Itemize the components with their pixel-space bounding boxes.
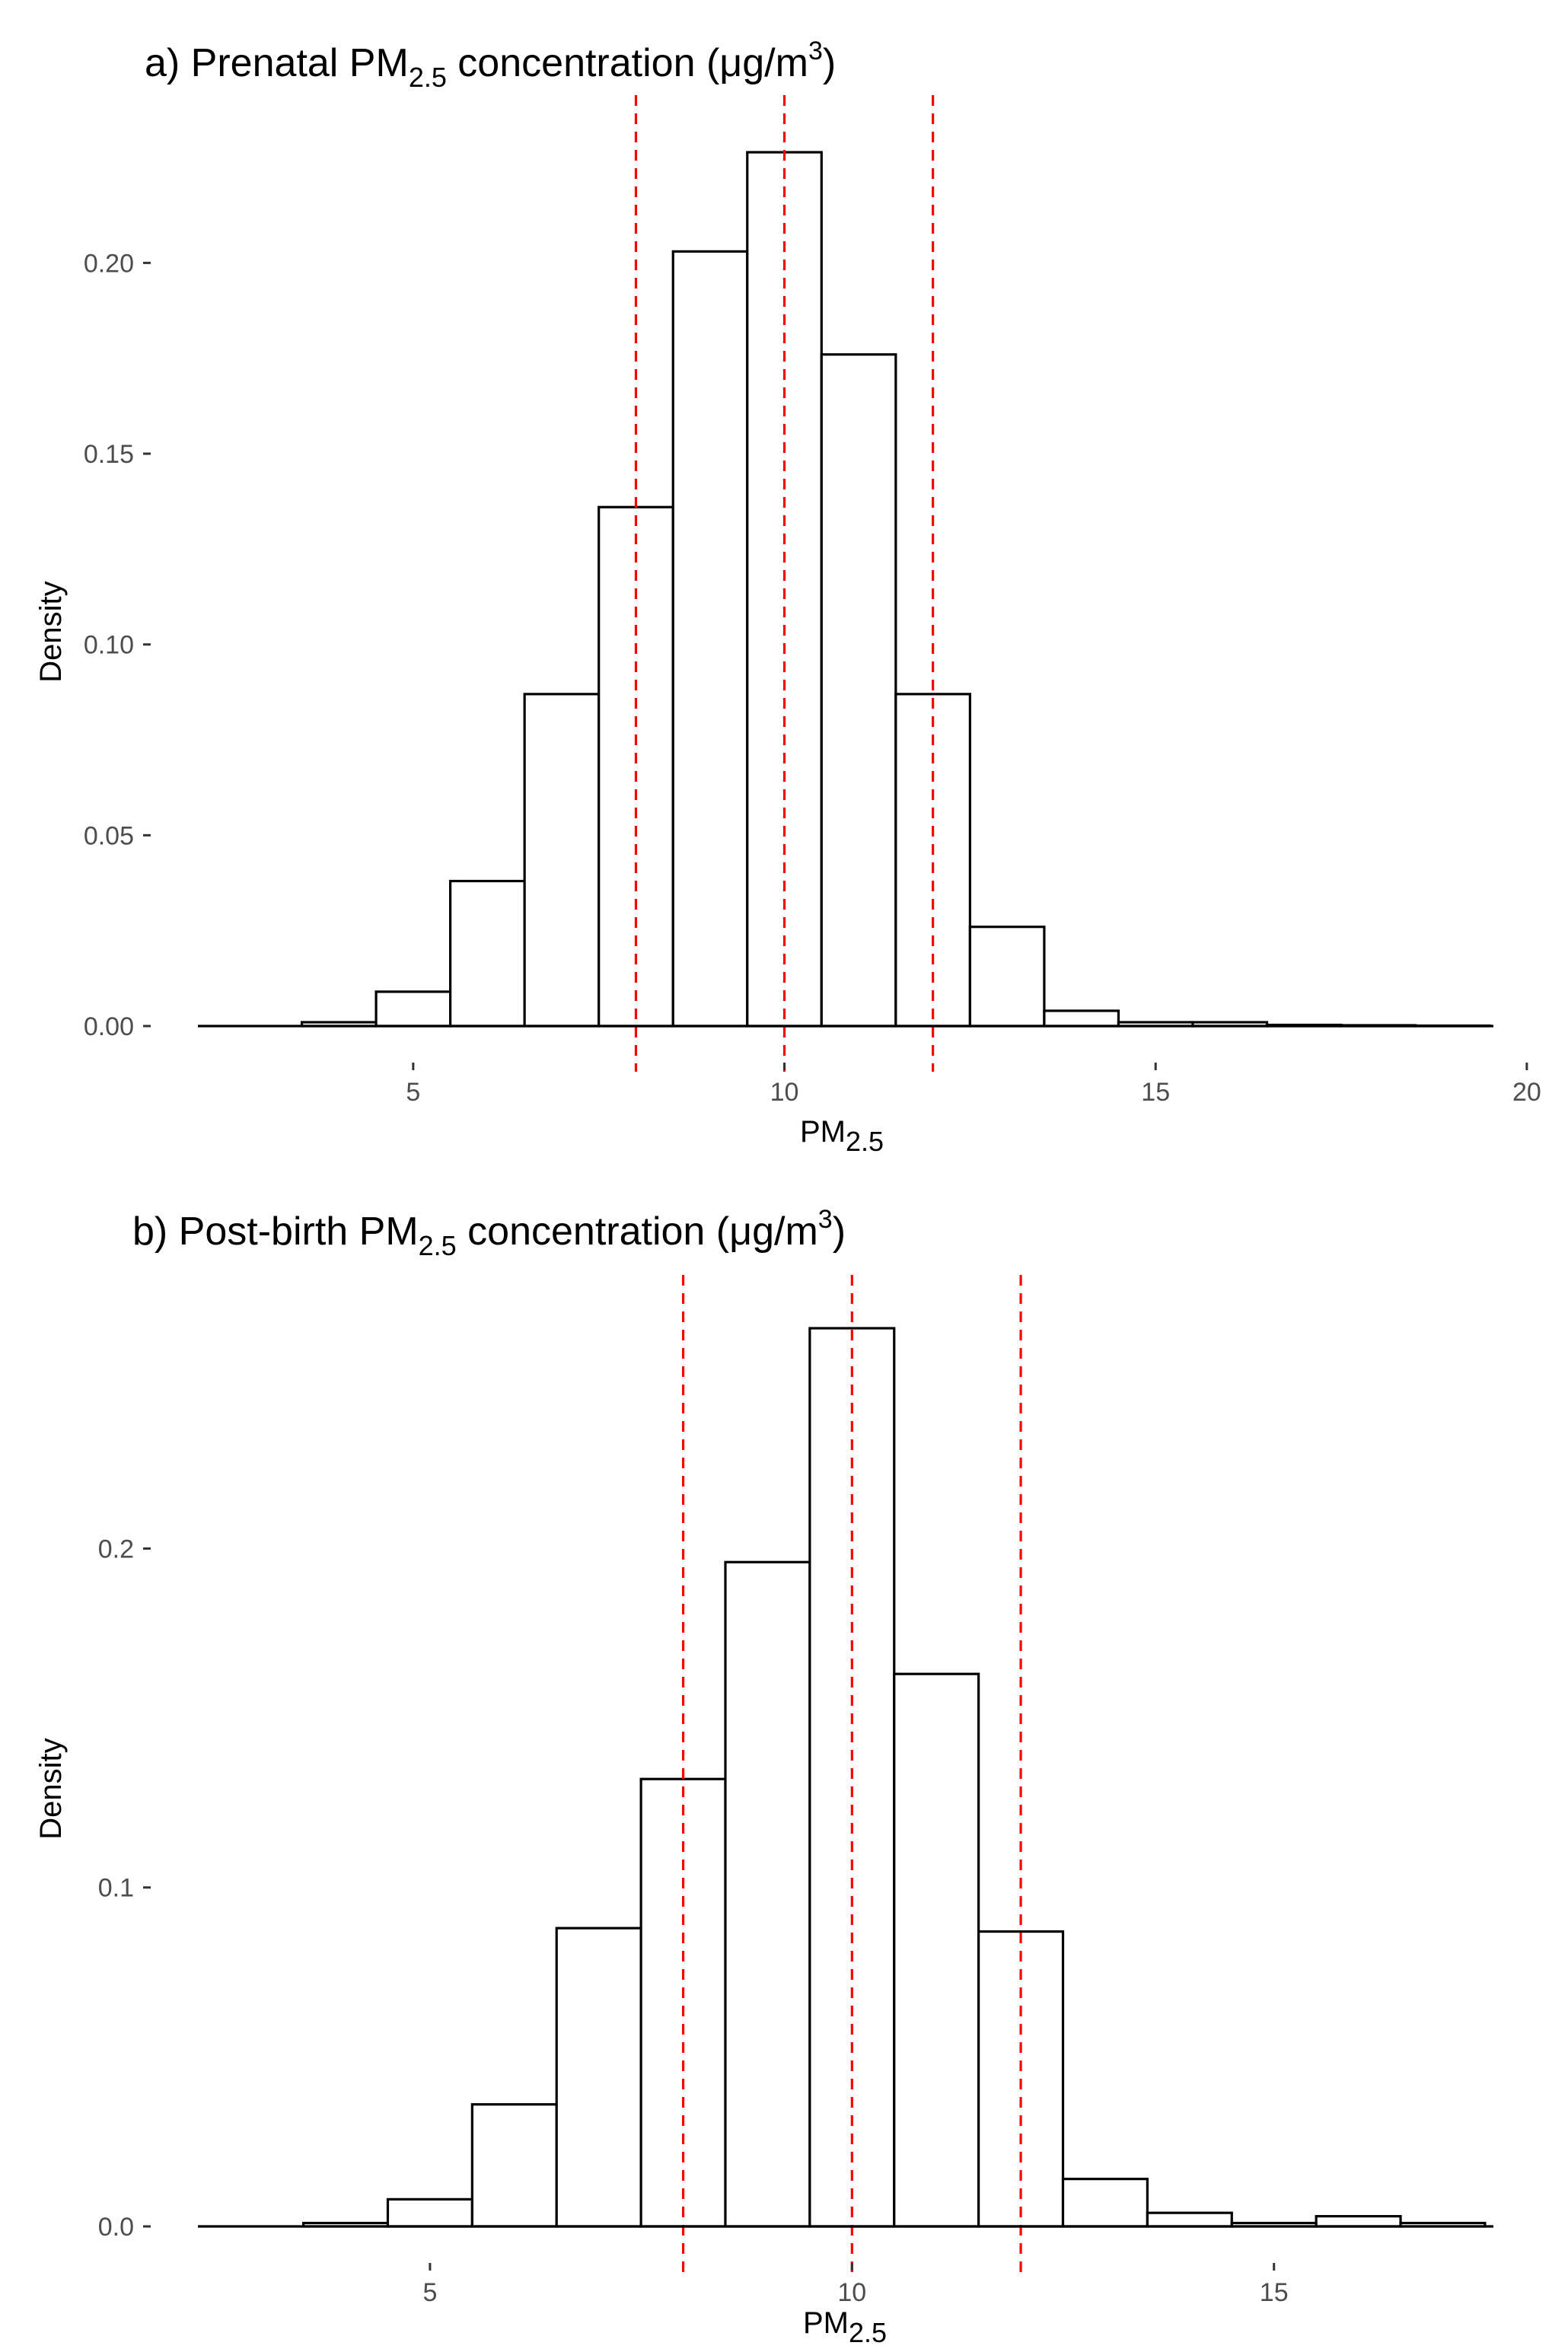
chart-a-bar bbox=[449, 879, 526, 1028]
chart-b-bar bbox=[724, 1560, 811, 2228]
chart-b-title: b) Post-birth PM2.5 concentration (μg/m3… bbox=[132, 1205, 846, 1261]
chart-a-svg: a) Prenatal PM2.5 concentration (μg/m3) … bbox=[34, 37, 1541, 1157]
chart-a-x-tick-label: 20 bbox=[1512, 1078, 1541, 1107]
chart-a-y-tick-label: 0.15 bbox=[84, 440, 134, 469]
chart-b-bar bbox=[893, 1672, 980, 2228]
chart-a-bar bbox=[1043, 1009, 1120, 1028]
chart-a-title: a) Prenatal PM2.5 concentration (μg/m3) bbox=[145, 37, 836, 93]
chart-a-x-tick-label: 10 bbox=[770, 1078, 799, 1107]
chart-b-bar bbox=[555, 1927, 642, 2228]
chart-a-y-tick-label: 0.00 bbox=[84, 1012, 134, 1041]
chart-b-bar bbox=[1146, 2211, 1233, 2228]
chart-b-y-tick-label: 0.0 bbox=[98, 2213, 134, 2242]
chart-a-bar bbox=[523, 693, 601, 1028]
chart-b-x-tick-label: 5 bbox=[422, 2278, 437, 2307]
chart-b-x-tick-label: 15 bbox=[1260, 2278, 1289, 2307]
chart-a-ylabel: Density bbox=[34, 581, 68, 682]
chart-a-bar bbox=[671, 250, 749, 1028]
chart-a-xlabel: PM2.5 bbox=[800, 1115, 884, 1157]
chart-panel-a: a) Prenatal PM2.5 concentration (μg/m3) … bbox=[34, 37, 1541, 1157]
chart-b-x-tick-label: 10 bbox=[837, 2278, 866, 2307]
chart-b-y-tick-label: 0.2 bbox=[98, 1535, 134, 1563]
chart-b-svg: b) Post-birth PM2.5 concentration (μg/m3… bbox=[34, 1205, 1493, 2348]
chart-b-bar bbox=[1061, 2178, 1149, 2228]
chart-a-y-tick-label: 0.20 bbox=[84, 249, 134, 278]
chart-a-x-tick-label: 5 bbox=[406, 1078, 420, 1107]
chart-b-bar bbox=[1315, 2215, 1402, 2228]
chart-a-bar bbox=[820, 353, 897, 1028]
chart-b-bar bbox=[386, 2197, 473, 2228]
chart-a-y-tick-label: 0.10 bbox=[84, 631, 134, 660]
chart-panel-b: b) Post-birth PM2.5 concentration (μg/m3… bbox=[0, 1176, 1568, 2352]
chart-a-bar bbox=[968, 926, 1046, 1028]
chart-a-bar bbox=[374, 990, 452, 1028]
chart-b-xlabel: PM2.5 bbox=[803, 2306, 887, 2348]
chart-b-bar bbox=[470, 2103, 558, 2228]
chart-b-y-tick-label: 0.1 bbox=[98, 1874, 134, 1903]
chart-a-bar bbox=[598, 505, 674, 1028]
chart-a-x-tick-label: 15 bbox=[1141, 1078, 1170, 1107]
chart-a-y-tick-label: 0.05 bbox=[84, 821, 134, 850]
chart-b-ylabel: Density bbox=[34, 1738, 68, 1839]
